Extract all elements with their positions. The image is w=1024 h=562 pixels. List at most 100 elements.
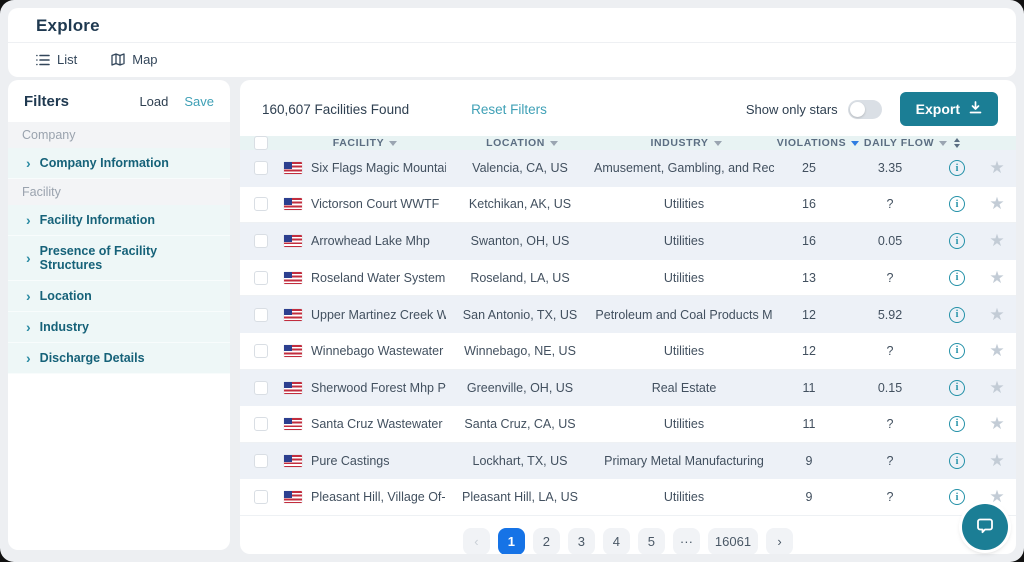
info-icon[interactable]: i [949,342,965,359]
info-icon[interactable]: i [949,415,965,432]
us-flag-icon [284,235,302,248]
column-daily-flow[interactable]: DAILY FLOW [863,137,935,149]
info-icon[interactable]: i [949,453,965,470]
star-icon[interactable]: ★ [989,194,1005,214]
sort-active-icon[interactable] [851,140,860,146]
pagination-page-4[interactable]: 4 [602,527,630,554]
sort-toggle-icon[interactable] [954,138,961,148]
star-icon[interactable]: ★ [989,158,1005,178]
pagination-next[interactable]: › [766,527,794,554]
chat-button[interactable] [962,504,1008,550]
chevron-right-icon: › [26,212,31,228]
info-icon[interactable]: i [949,489,965,506]
chat-icon [973,513,997,542]
tab-map-label: Map [132,52,158,67]
chevron-right-icon: › [26,155,31,171]
us-flag-icon [284,198,302,211]
table-row[interactable]: Roseland Water System Roseland, LA, US U… [240,260,1016,297]
table-row[interactable]: Arrowhead Lake Mhp Swanton, OH, US Utili… [240,223,1016,260]
table-row[interactable]: Six Flags Magic Mountain Valencia, CA, U… [240,150,1016,187]
table-row[interactable]: Winnebago Wastewater Treatment Winnebago… [240,333,1016,370]
us-flag-icon [284,455,302,468]
load-filters-button[interactable]: Load [139,94,169,109]
pagination-ellipsis[interactable]: ··· [672,527,700,554]
star-icon[interactable]: ★ [989,231,1005,251]
us-flag-icon [284,162,302,175]
row-checkbox[interactable] [254,307,268,322]
chevron-right-icon: › [26,319,31,335]
us-flag-icon [284,344,302,357]
table-row[interactable]: Santa Cruz Wastewater Treatment P Santa … [240,406,1016,443]
results-panel: 160,607 Facilities Found Reset Filters S… [240,80,1016,554]
pagination-page-1[interactable]: 1 [497,527,525,554]
sidebar-item-company-information[interactable]: › Company Information [8,148,230,179]
show-only-stars-toggle[interactable] [847,99,882,119]
tab-map[interactable]: Map [111,52,158,67]
star-icon[interactable]: ★ [989,413,1005,433]
filter-arrow-icon[interactable] [389,140,398,146]
tab-list[interactable]: List [36,52,77,67]
sidebar-item-presence-of-facility-structures[interactable]: › Presence of Facility Structures [8,236,230,281]
info-icon[interactable]: i [949,379,965,396]
reset-filters-link[interactable]: Reset Filters [471,101,547,117]
chevron-right-icon: › [26,250,31,266]
sidebar-item-facility-information[interactable]: › Facility Information [8,205,230,236]
star-icon[interactable]: ★ [989,487,1005,507]
row-checkbox[interactable] [254,270,268,285]
row-checkbox[interactable] [254,197,268,212]
row-checkbox[interactable] [254,343,268,358]
us-flag-icon [284,308,302,321]
filter-group-facility: Facility [8,179,230,205]
pagination-prev[interactable]: ‹ [462,527,490,554]
filter-group-company: Company [8,122,230,148]
info-icon[interactable]: i [949,160,965,177]
info-icon[interactable]: i [949,233,965,250]
table-row[interactable]: Victorson Court WWTF Ketchikan, AK, US U… [240,187,1016,224]
pagination-page-3[interactable]: 3 [567,527,595,554]
results-count: 160,607 Facilities Found [262,101,410,117]
row-checkbox[interactable] [254,490,268,505]
pagination-page-2[interactable]: 2 [532,527,560,554]
filter-arrow-icon[interactable] [713,140,722,146]
column-industry[interactable]: INDUSTRY [650,137,709,149]
table-row[interactable]: Upper Martinez Creek WWTF San Antonio, T… [240,296,1016,333]
sidebar-item-location[interactable]: › Location [8,281,230,312]
show-only-stars-label: Show only stars [745,101,838,117]
row-checkbox[interactable] [254,454,268,469]
table-body: Six Flags Magic Mountain Valencia, CA, U… [240,150,1016,516]
map-icon [111,53,125,66]
column-facility[interactable]: FACILITY [332,137,385,149]
star-icon[interactable]: ★ [989,377,1005,397]
export-button[interactable]: Export [899,92,998,126]
results-toolbar: 160,607 Facilities Found Reset Filters S… [240,80,1016,136]
sidebar-item-industry[interactable]: › Industry [8,312,230,343]
toggle-knob [849,101,865,117]
header: Explore List Map [8,8,1016,77]
info-icon[interactable]: i [949,196,965,213]
row-checkbox[interactable] [254,161,268,176]
us-flag-icon [284,491,302,504]
row-checkbox[interactable] [254,380,268,395]
sidebar-item-discharge-details[interactable]: › Discharge Details [8,343,230,374]
select-all-checkbox[interactable] [254,136,268,150]
star-icon[interactable]: ★ [989,267,1005,287]
pagination: ‹ 1 2 3 4 5 ··· 16061 › [240,516,1016,554]
row-checkbox[interactable] [254,234,268,249]
info-icon[interactable]: i [949,269,965,286]
table-row[interactable]: Sherwood Forest Mhp Pws-Sherwoo Greenvil… [240,369,1016,407]
save-filters-button[interactable]: Save [184,94,214,109]
us-flag-icon [284,381,302,394]
row-checkbox[interactable] [254,416,268,431]
filter-arrow-icon[interactable] [549,140,558,146]
table-row[interactable]: Pure Castings Lockhart, TX, US Primary M… [240,442,1016,480]
pagination-page-last[interactable]: 16061 [707,527,759,554]
star-icon[interactable]: ★ [989,451,1005,471]
star-icon[interactable]: ★ [989,304,1005,324]
info-icon[interactable]: i [949,306,965,323]
table-row[interactable]: Pleasant Hill, Village Of- Wastewater Pl… [240,479,1016,516]
column-location[interactable]: LOCATION [486,137,545,149]
star-icon[interactable]: ★ [989,340,1005,360]
column-violations[interactable]: VIOLATIONS [776,137,847,149]
filter-arrow-icon[interactable] [939,140,948,146]
pagination-page-5[interactable]: 5 [637,527,665,554]
